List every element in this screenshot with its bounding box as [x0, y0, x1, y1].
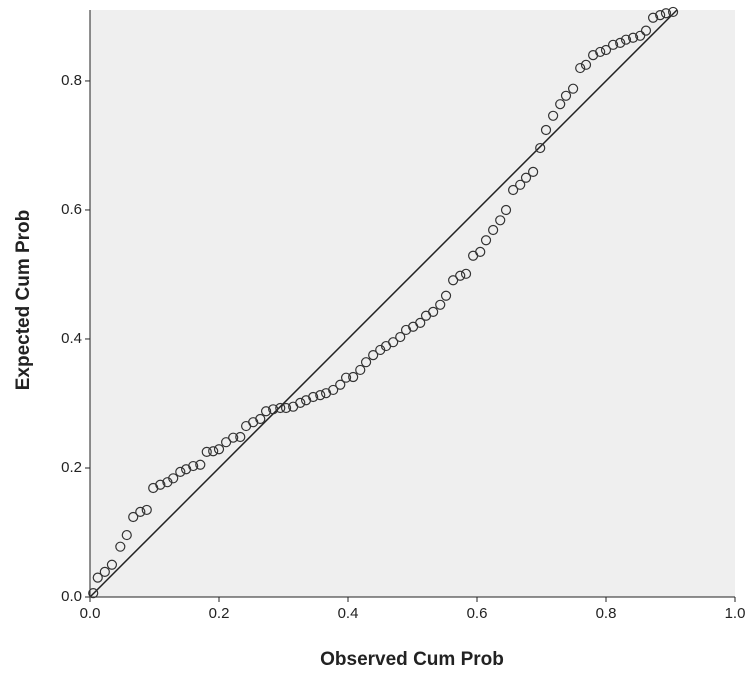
point — [355, 364, 366, 376]
point — [235, 431, 246, 443]
point — [141, 504, 152, 516]
point — [620, 34, 632, 45]
point — [168, 473, 179, 484]
point — [455, 270, 466, 281]
point — [128, 511, 139, 523]
point — [627, 32, 639, 43]
point — [435, 299, 446, 310]
point — [268, 404, 279, 415]
y-axis-label: Expected Cum Prob — [13, 210, 34, 391]
point — [115, 541, 126, 552]
point — [667, 6, 679, 18]
point — [600, 44, 612, 56]
point — [548, 110, 559, 121]
y-tick-label: 0.2 — [61, 459, 82, 476]
point — [220, 437, 232, 448]
point — [228, 432, 239, 443]
point — [555, 99, 566, 110]
point — [88, 588, 99, 599]
point — [655, 10, 666, 21]
x-tick-label: 0.2 — [209, 605, 230, 622]
point — [528, 166, 539, 178]
point — [535, 142, 546, 154]
point — [660, 8, 672, 19]
point — [480, 235, 492, 246]
x-axis-label: Observed Cum Prob — [320, 649, 504, 670]
point — [415, 317, 426, 328]
x-tick-label: 0.4 — [338, 605, 359, 622]
point — [255, 413, 266, 425]
point — [500, 204, 512, 216]
point — [440, 290, 452, 301]
y-tick-label: 0.0 — [61, 588, 82, 605]
point — [106, 559, 118, 570]
point — [155, 479, 166, 490]
point — [428, 306, 439, 317]
point — [515, 179, 526, 190]
point — [488, 224, 499, 236]
point — [308, 391, 319, 403]
point — [135, 506, 146, 517]
point — [340, 372, 352, 383]
point — [201, 446, 212, 457]
point — [121, 529, 132, 541]
point — [348, 371, 359, 383]
y-tick-label: 0.6 — [61, 201, 82, 218]
point — [540, 124, 552, 136]
point — [213, 444, 225, 455]
point — [195, 459, 206, 470]
x-tick-label: 0.0 — [80, 605, 101, 622]
point — [495, 215, 506, 226]
point — [360, 357, 372, 368]
x-tick-label: 0.6 — [467, 605, 488, 622]
point — [580, 59, 592, 70]
point — [460, 268, 472, 279]
point — [595, 46, 606, 58]
point — [520, 172, 532, 183]
reference-line — [89, 9, 678, 598]
point — [395, 331, 406, 343]
point — [280, 402, 292, 414]
point — [388, 337, 399, 348]
point — [568, 83, 579, 94]
point — [295, 397, 306, 408]
point — [260, 406, 272, 417]
point — [448, 275, 459, 286]
point — [328, 384, 339, 396]
x-tick-label: 0.8 — [596, 605, 617, 622]
point — [615, 37, 626, 48]
point — [575, 62, 586, 74]
point — [92, 572, 103, 583]
point — [508, 184, 519, 196]
point — [99, 566, 110, 577]
point — [315, 389, 326, 401]
point — [175, 466, 186, 477]
point — [275, 402, 286, 414]
x-tick-label: 1.0 — [725, 605, 746, 622]
point — [647, 12, 659, 23]
point — [635, 30, 646, 41]
point — [560, 90, 572, 101]
point — [188, 460, 199, 472]
point — [607, 39, 619, 50]
point — [640, 25, 652, 36]
point — [475, 246, 486, 257]
point — [368, 350, 379, 361]
y-tick-label: 0.8 — [61, 72, 82, 89]
point — [335, 379, 346, 390]
y-tick-label: 0.4 — [61, 330, 82, 347]
point — [208, 446, 219, 457]
plot-area — [90, 10, 735, 597]
